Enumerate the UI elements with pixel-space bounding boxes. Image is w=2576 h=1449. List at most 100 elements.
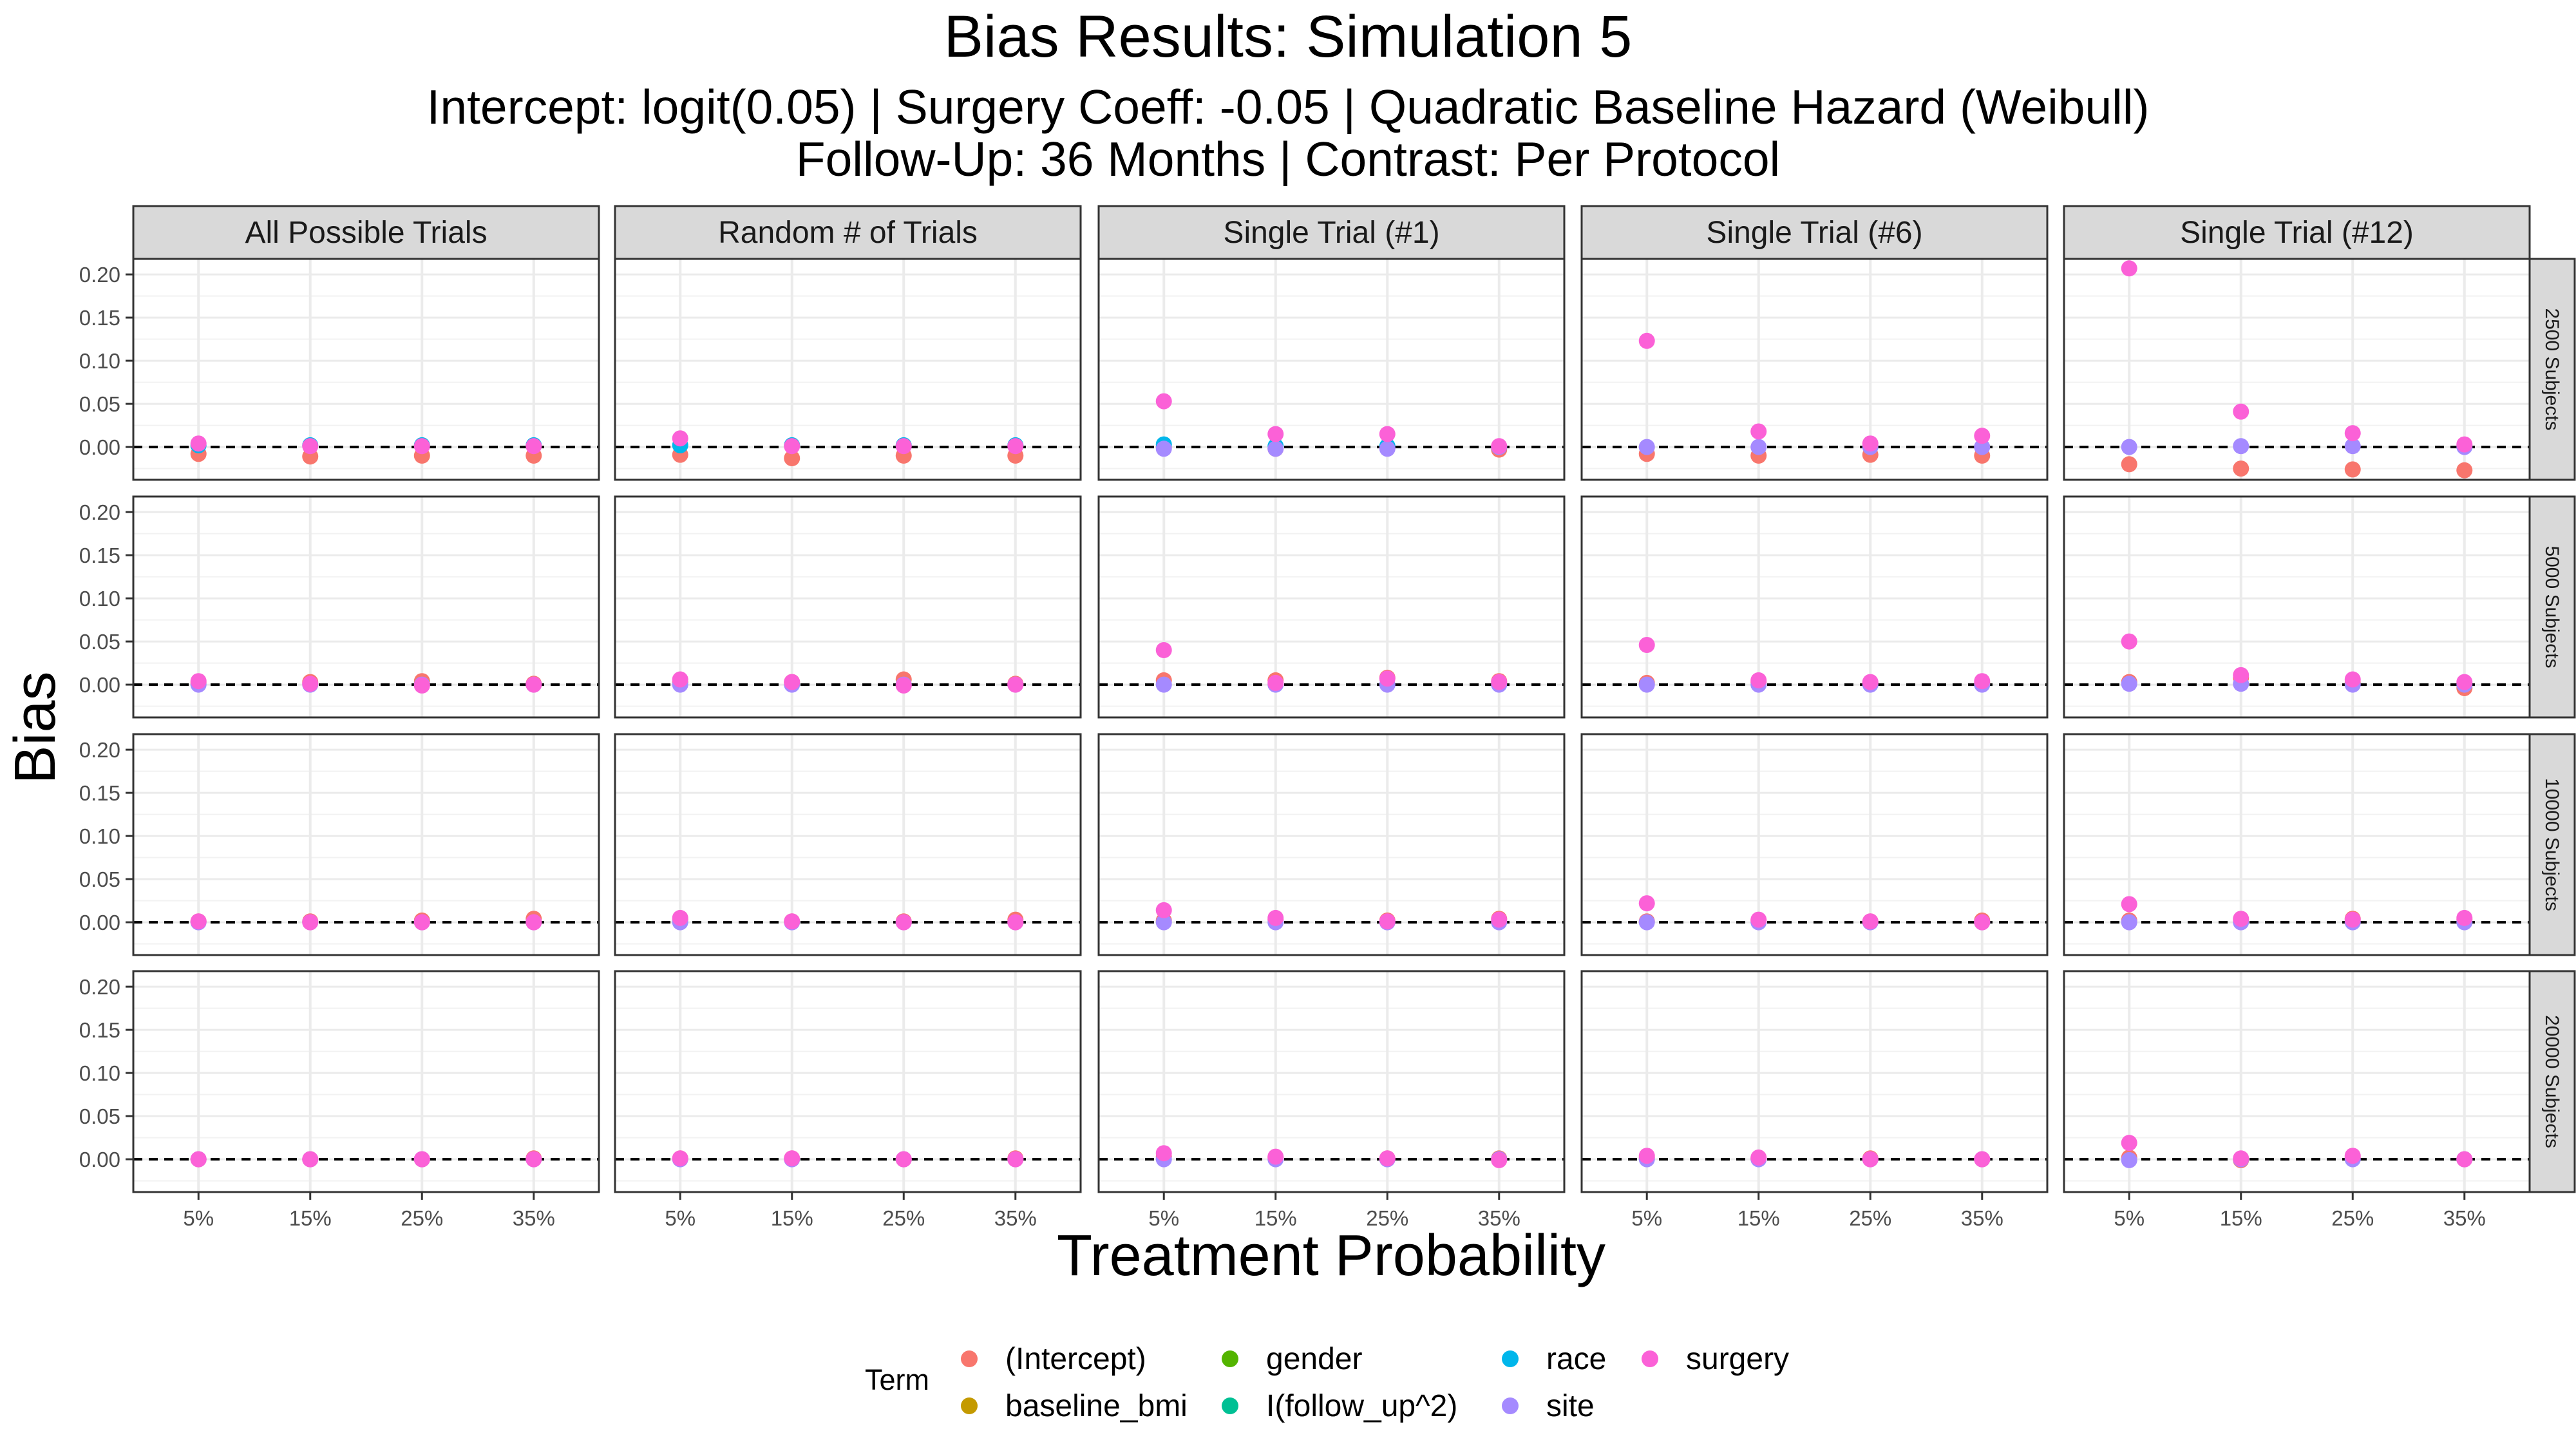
x-tick-label: 5% bbox=[665, 1206, 696, 1230]
data-point bbox=[1638, 636, 1655, 653]
y-tick-label: 0.00 bbox=[79, 911, 120, 934]
data-point bbox=[1750, 911, 1767, 928]
data-point bbox=[1862, 674, 1879, 690]
data-point bbox=[1155, 914, 1172, 931]
data-point bbox=[895, 677, 912, 694]
data-point bbox=[526, 1151, 542, 1168]
data-point bbox=[526, 676, 542, 693]
data-point bbox=[526, 914, 542, 931]
data-point bbox=[1007, 438, 1024, 455]
row-strip bbox=[2528, 495, 2576, 719]
data-point bbox=[895, 1151, 912, 1168]
panel-border bbox=[2063, 495, 2531, 719]
x-tick-label: 5% bbox=[183, 1206, 214, 1230]
data-point bbox=[1267, 674, 1284, 691]
legend-key bbox=[1642, 1350, 1658, 1367]
row-strip bbox=[2528, 733, 2576, 956]
x-tick-label: 25% bbox=[1366, 1206, 1408, 1230]
data-point bbox=[1750, 1149, 1767, 1166]
y-tick-label: 0.05 bbox=[79, 392, 120, 416]
x-tick-label: 25% bbox=[2331, 1206, 2374, 1230]
data-point bbox=[2233, 911, 2249, 927]
data-point bbox=[1267, 909, 1284, 926]
chart-title: Bias Results: Simulation 5 bbox=[944, 4, 1633, 70]
x-tick-label: 35% bbox=[2443, 1206, 2486, 1230]
chart-subtitle-line1: Intercept: logit(0.05) | Surgery Coeff: … bbox=[427, 80, 2150, 134]
chart-subtitle-line2: Follow-Up: 36 Months | Contrast: Per Pro… bbox=[796, 132, 1780, 186]
data-point bbox=[1155, 393, 1172, 410]
data-point bbox=[2456, 1151, 2473, 1168]
panel-border bbox=[1580, 495, 2049, 719]
x-tick-label: 35% bbox=[994, 1206, 1037, 1230]
legend-label: gender bbox=[1266, 1342, 1362, 1376]
y-tick-label: 0.00 bbox=[79, 1148, 120, 1171]
data-point bbox=[1155, 1145, 1172, 1162]
data-point bbox=[2121, 1135, 2137, 1151]
panel-border bbox=[132, 970, 600, 1193]
y-tick-label: 0.05 bbox=[79, 630, 120, 654]
data-point bbox=[413, 677, 430, 694]
data-point bbox=[1379, 426, 1396, 442]
data-point bbox=[1267, 1148, 1284, 1165]
col-strip bbox=[132, 205, 600, 260]
x-tick-label: 15% bbox=[1738, 1206, 1780, 1230]
legend-title: Term bbox=[865, 1363, 929, 1396]
data-point bbox=[1638, 332, 1655, 349]
y-tick-label: 0.00 bbox=[79, 673, 120, 697]
row-strip-label: 2500 Subjects bbox=[2541, 308, 2562, 430]
data-point bbox=[784, 913, 800, 930]
panel-border bbox=[1580, 970, 2049, 1193]
panel-border bbox=[1097, 495, 1566, 719]
panel-border bbox=[132, 495, 600, 719]
data-point bbox=[2121, 676, 2137, 692]
legend-label: (Intercept) bbox=[1005, 1342, 1146, 1376]
data-point bbox=[1862, 913, 1879, 930]
data-point bbox=[413, 914, 430, 931]
x-tick-label: 5% bbox=[2114, 1206, 2145, 1230]
x-tick-label: 15% bbox=[771, 1206, 813, 1230]
data-point bbox=[784, 674, 800, 690]
x-tick-label: 15% bbox=[1255, 1206, 1297, 1230]
legend: Term (Intercept) baseline_bmi gender I(follo… bbox=[865, 1342, 1789, 1423]
data-point bbox=[1974, 439, 1991, 455]
x-tick-label: 25% bbox=[401, 1206, 443, 1230]
x-tick-label: 15% bbox=[2220, 1206, 2262, 1230]
data-point bbox=[190, 673, 207, 690]
data-point bbox=[1862, 435, 1879, 452]
data-point bbox=[1379, 670, 1396, 687]
data-point bbox=[1155, 902, 1172, 918]
x-tick-label: 25% bbox=[882, 1206, 925, 1230]
col-strip-label: All Possible Trials bbox=[245, 216, 487, 250]
data-point bbox=[302, 438, 319, 455]
data-point bbox=[1491, 911, 1508, 928]
data-point bbox=[1007, 1151, 1024, 1168]
y-tick-label: 0.20 bbox=[79, 975, 120, 999]
data-point bbox=[1379, 440, 1396, 457]
panel-border bbox=[1580, 733, 2049, 956]
data-point bbox=[302, 914, 319, 931]
y-tick-label: 0.15 bbox=[79, 781, 120, 805]
col-strip bbox=[1580, 205, 2049, 260]
panel-border bbox=[614, 495, 1082, 719]
panel-border bbox=[614, 733, 1082, 956]
data-point bbox=[1491, 438, 1508, 455]
y-tick-label: 0.15 bbox=[79, 544, 120, 567]
data-point bbox=[1862, 1151, 1879, 1168]
y-tick-label: 0.20 bbox=[79, 263, 120, 287]
data-point bbox=[1491, 674, 1508, 690]
data-point bbox=[2344, 438, 2361, 455]
panel-border bbox=[1580, 258, 2049, 481]
y-tick-label: 0.15 bbox=[79, 1018, 120, 1042]
col-strip-label: Random # of Trials bbox=[718, 216, 978, 250]
data-point bbox=[1974, 428, 1991, 444]
legend-key bbox=[961, 1397, 978, 1414]
panel-border bbox=[2063, 733, 2531, 956]
panel-border bbox=[614, 258, 1082, 481]
x-tick-label: 25% bbox=[1849, 1206, 1891, 1230]
col-strip-label: Single Trial (#1) bbox=[1223, 216, 1439, 250]
legend-key bbox=[1222, 1397, 1238, 1414]
x-tick-label: 15% bbox=[289, 1206, 332, 1230]
panel-border bbox=[2063, 258, 2531, 481]
data-point bbox=[1974, 914, 1991, 931]
panel-border bbox=[1097, 733, 1566, 956]
